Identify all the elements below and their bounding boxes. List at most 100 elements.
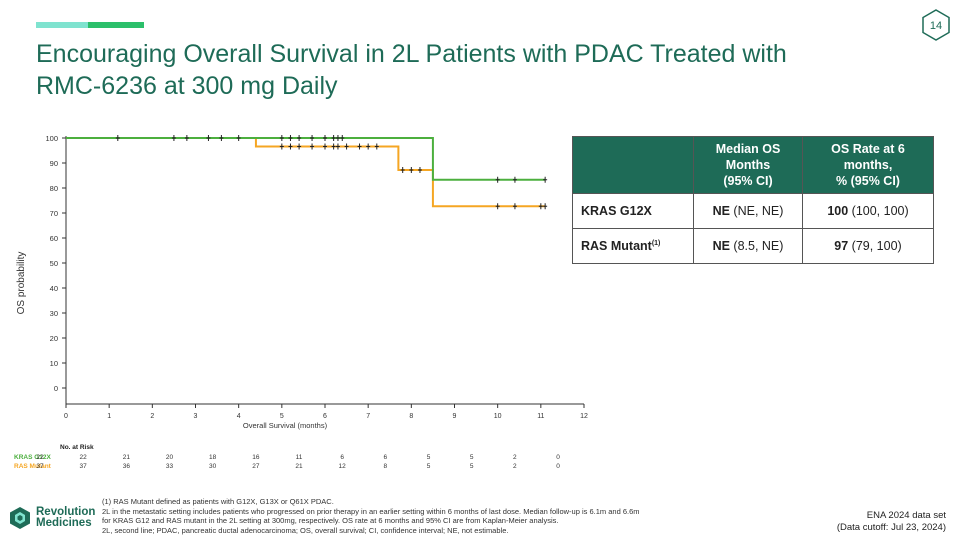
header-line: OS Rate at 6 xyxy=(831,142,905,156)
table-header-os-rate: OS Rate at 6 months, % (95% CI) xyxy=(802,136,934,194)
row-label-text: KRAS G12X xyxy=(581,204,652,218)
rate-ci: (79, 100) xyxy=(848,239,902,253)
x-tick-label: 2 xyxy=(150,413,154,420)
rate-value: 97 xyxy=(834,239,849,253)
at-risk-row-name: RAS Mutant xyxy=(14,463,52,470)
logo-line-2: Medicines xyxy=(36,517,92,529)
x-tick-label: 0 xyxy=(64,413,68,420)
footnote-line: 2L in the metastatic setting includes pa… xyxy=(102,506,640,516)
x-tick-label: 4 xyxy=(237,413,241,420)
median-value: NE xyxy=(712,204,730,218)
at-risk-value: 6 xyxy=(340,454,344,461)
header-line: (95% CI) xyxy=(723,174,773,188)
at-risk-value: 5 xyxy=(427,454,431,461)
median-os-cell: NE (8.5, NE) xyxy=(693,228,803,264)
accent-bar-dark xyxy=(88,22,144,28)
y-tick-label: 0 xyxy=(54,384,58,393)
y-tick-label: 30 xyxy=(50,309,58,318)
at-risk-value: 33 xyxy=(166,463,174,470)
y-axis-label: OS probability xyxy=(16,252,27,315)
os-rate-cell: 100 (100, 100) xyxy=(802,193,934,229)
at-risk-value: 16 xyxy=(252,454,260,461)
header-line: Median OS xyxy=(715,142,781,156)
y-tick-label: 100 xyxy=(45,134,58,143)
at-risk-value: 0 xyxy=(556,463,560,470)
logo-text: Revolution Medicines xyxy=(36,506,96,529)
x-tick-label: 5 xyxy=(280,413,284,420)
at-risk-value: 22 xyxy=(36,454,44,461)
y-tick-label: 70 xyxy=(50,209,58,218)
at-risk-value: 5 xyxy=(470,463,474,470)
y-tick-label: 10 xyxy=(50,359,58,368)
at-risk-value: 36 xyxy=(123,463,131,470)
y-tick-label: 20 xyxy=(50,334,58,343)
at-risk-value: 21 xyxy=(295,463,303,470)
footnote-marker: (1) xyxy=(651,239,661,247)
row-label: KRAS G12X xyxy=(572,193,694,229)
data-set-line-2: (Data cutoff: Jul 23, 2024) xyxy=(836,522,946,533)
accent-bar-light xyxy=(36,22,88,28)
os-summary-table: Median OS Months (95% CI) OS Rate at 6 m… xyxy=(572,136,934,264)
at-risk-value: 22 xyxy=(80,454,88,461)
at-risk-value: 21 xyxy=(123,454,131,461)
row-label: RAS Mutant(1) xyxy=(572,228,694,264)
at-risk-value: 11 xyxy=(296,454,303,461)
median-value: NE xyxy=(712,239,730,253)
at-risk-row-name: KRAS G12X xyxy=(14,454,52,461)
accent-bar xyxy=(36,22,144,28)
header-line: months, xyxy=(843,158,893,172)
at-risk-value: 37 xyxy=(36,463,44,470)
at-risk-value: 6 xyxy=(384,454,388,461)
at-risk-value: 27 xyxy=(252,463,260,470)
median-ci: (8.5, NE) xyxy=(729,239,784,253)
y-tick-label: 90 xyxy=(50,159,58,168)
header-line: Months xyxy=(725,158,771,172)
x-tick-label: 9 xyxy=(453,413,457,420)
y-tick-label: 60 xyxy=(50,234,58,243)
footnote-line: for KRAS G12 and RAS mutant in the 2L se… xyxy=(102,516,559,525)
at-risk-value: 30 xyxy=(209,463,217,470)
footnote-line: (1) RAS Mutant defined as patients with … xyxy=(102,497,334,506)
page-number: 14 xyxy=(930,20,942,32)
os-rate-cell: 97 (79, 100) xyxy=(802,228,934,264)
table-header-empty xyxy=(572,136,694,194)
footnote-line: 2L, second line; PDAC, pancreatic ductal… xyxy=(102,525,509,535)
y-tick-label: 80 xyxy=(50,184,58,193)
at-risk-value: 5 xyxy=(427,463,431,470)
page-number-badge: 14 xyxy=(922,9,950,41)
x-tick-label: 8 xyxy=(409,413,413,420)
x-tick-label: 3 xyxy=(194,413,198,420)
x-tick-label: 6 xyxy=(323,413,327,420)
x-tick-label: 12 xyxy=(580,413,588,420)
table-row: RAS Mutant(1) NE (8.5, NE) 97 (79, 100) xyxy=(572,228,934,264)
rate-ci: (100, 100) xyxy=(848,204,909,218)
at-risk-value: 20 xyxy=(166,454,174,461)
table-header-median-os: Median OS Months (95% CI) xyxy=(693,136,803,194)
data-set-line-1: ENA 2024 data set xyxy=(866,510,946,521)
footnotes: (1) RAS Mutant defined as patients with … xyxy=(102,497,742,535)
slide-title: Encouraging Overall Survival in 2L Patie… xyxy=(36,38,896,102)
title-line-2: RMC-6236 at 300 mg Daily xyxy=(36,72,338,100)
x-tick-label: 7 xyxy=(366,413,370,420)
median-os-cell: NE (NE, NE) xyxy=(693,193,803,229)
company-logo: Revolution Medicines xyxy=(8,506,95,530)
logo-line-1: Revolution xyxy=(36,506,96,518)
y-tick-label: 40 xyxy=(50,284,58,293)
at-risk-value: 8 xyxy=(384,463,388,470)
hexagon-logo-icon xyxy=(10,507,30,529)
rate-value: 100 xyxy=(827,204,849,218)
median-ci: (NE, NE) xyxy=(729,204,784,218)
x-tick-label: 10 xyxy=(494,413,502,420)
series-line-ras-mutant xyxy=(66,137,546,208)
y-tick-label: 50 xyxy=(50,259,58,268)
title-line-1: Encouraging Overall Survival in 2L Patie… xyxy=(36,40,787,68)
at-risk-value: 0 xyxy=(556,454,560,461)
table-header-row: Median OS Months (95% CI) OS Rate at 6 m… xyxy=(572,136,934,194)
at-risk-value: 5 xyxy=(470,454,474,461)
header-line: % (95% CI) xyxy=(836,174,900,188)
x-tick-label: 1 xyxy=(107,413,111,420)
at-risk-value: 2 xyxy=(513,454,517,461)
data-set-note: ENA 2024 data set (Data cutoff: Jul 23, … xyxy=(837,510,946,534)
table-row: KRAS G12X NE (NE, NE) 100 (100, 100) xyxy=(572,193,934,229)
